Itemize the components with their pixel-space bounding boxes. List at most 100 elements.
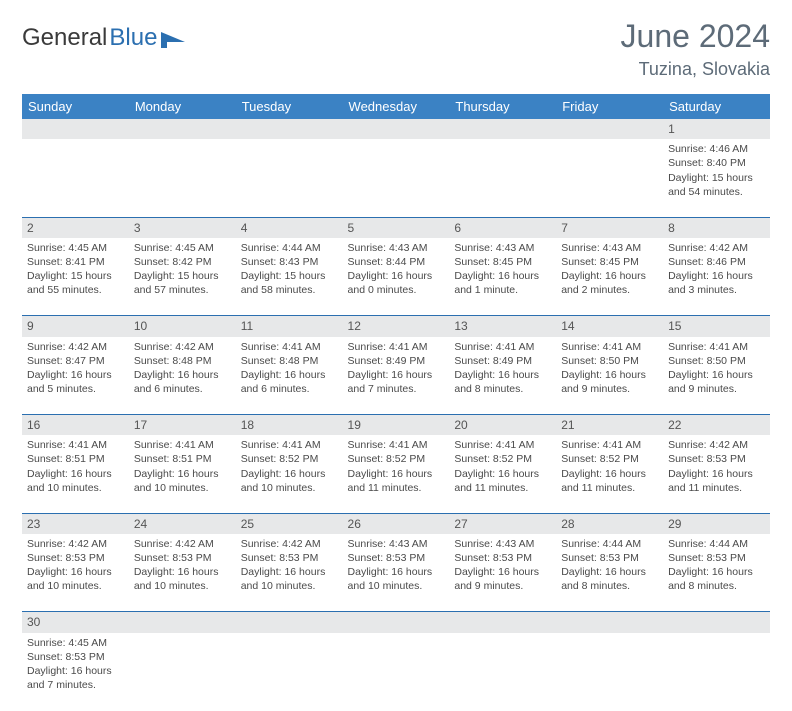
day-cell: Sunrise: 4:41 AMSunset: 8:51 PMDaylight:… xyxy=(22,435,129,513)
sunrise-text: Sunrise: 4:42 AM xyxy=(27,340,124,354)
col-thursday: Thursday xyxy=(449,94,556,119)
day-number-row: 2345678 xyxy=(22,217,770,238)
day-number: 6 xyxy=(449,217,556,238)
brand-word1: General xyxy=(22,24,107,52)
day-number xyxy=(556,119,663,139)
day1-text: Daylight: 16 hours xyxy=(561,368,658,382)
day1-text: Daylight: 15 hours xyxy=(27,269,124,283)
day1-text: Daylight: 16 hours xyxy=(454,368,551,382)
day-number: 20 xyxy=(449,415,556,436)
day-number: 12 xyxy=(343,316,450,337)
day2-text: and 6 minutes. xyxy=(134,382,231,396)
header: GeneralBlue June 2024 Tuzina, Slovakia xyxy=(22,18,770,80)
day1-text: Daylight: 16 hours xyxy=(27,368,124,382)
day-cell: Sunrise: 4:44 AMSunset: 8:53 PMDaylight:… xyxy=(556,534,663,612)
day-cell xyxy=(236,139,343,217)
day1-text: Daylight: 15 hours xyxy=(241,269,338,283)
sunset-text: Sunset: 8:45 PM xyxy=(561,255,658,269)
sunset-text: Sunset: 8:50 PM xyxy=(561,354,658,368)
sunrise-text: Sunrise: 4:42 AM xyxy=(27,537,124,551)
day-cell: Sunrise: 4:43 AMSunset: 8:53 PMDaylight:… xyxy=(449,534,556,612)
day1-text: Daylight: 16 hours xyxy=(561,467,658,481)
day-number xyxy=(129,612,236,633)
day-cell xyxy=(22,139,129,217)
sunset-text: Sunset: 8:47 PM xyxy=(27,354,124,368)
day-cell xyxy=(556,633,663,711)
day-cell: Sunrise: 4:43 AMSunset: 8:45 PMDaylight:… xyxy=(556,238,663,316)
brand-logo: GeneralBlue xyxy=(22,24,187,52)
day-cell: Sunrise: 4:43 AMSunset: 8:53 PMDaylight:… xyxy=(343,534,450,612)
day-cell xyxy=(129,633,236,711)
day-number: 2 xyxy=(22,217,129,238)
day-number: 28 xyxy=(556,513,663,534)
day2-text: and 10 minutes. xyxy=(134,481,231,495)
brand-word2: Blue xyxy=(109,24,157,52)
day-number: 26 xyxy=(343,513,450,534)
day-number xyxy=(663,612,770,633)
day1-text: Daylight: 16 hours xyxy=(348,368,445,382)
sunrise-text: Sunrise: 4:43 AM xyxy=(561,241,658,255)
col-monday: Monday xyxy=(129,94,236,119)
day-number: 18 xyxy=(236,415,343,436)
day-number-row: 16171819202122 xyxy=(22,415,770,436)
day-cell: Sunrise: 4:42 AMSunset: 8:53 PMDaylight:… xyxy=(663,435,770,513)
day-cell: Sunrise: 4:41 AMSunset: 8:49 PMDaylight:… xyxy=(449,337,556,415)
day-cell: Sunrise: 4:42 AMSunset: 8:46 PMDaylight:… xyxy=(663,238,770,316)
day2-text: and 1 minute. xyxy=(454,283,551,297)
day2-text: and 55 minutes. xyxy=(27,283,124,297)
sunset-text: Sunset: 8:51 PM xyxy=(134,452,231,466)
day-number xyxy=(236,119,343,139)
week-row: Sunrise: 4:42 AMSunset: 8:47 PMDaylight:… xyxy=(22,337,770,415)
day-number: 13 xyxy=(449,316,556,337)
sunset-text: Sunset: 8:53 PM xyxy=(348,551,445,565)
day1-text: Daylight: 16 hours xyxy=(241,467,338,481)
day-cell: Sunrise: 4:42 AMSunset: 8:47 PMDaylight:… xyxy=(22,337,129,415)
day2-text: and 10 minutes. xyxy=(348,579,445,593)
day-number: 25 xyxy=(236,513,343,534)
sunset-text: Sunset: 8:53 PM xyxy=(561,551,658,565)
day-cell: Sunrise: 4:43 AMSunset: 8:44 PMDaylight:… xyxy=(343,238,450,316)
day-cell: Sunrise: 4:43 AMSunset: 8:45 PMDaylight:… xyxy=(449,238,556,316)
flag-icon xyxy=(161,30,187,48)
sunrise-text: Sunrise: 4:45 AM xyxy=(27,241,124,255)
day1-text: Daylight: 16 hours xyxy=(348,565,445,579)
day-number xyxy=(449,119,556,139)
day1-text: Daylight: 16 hours xyxy=(668,565,765,579)
day-number: 22 xyxy=(663,415,770,436)
day-number: 1 xyxy=(663,119,770,139)
sunrise-text: Sunrise: 4:41 AM xyxy=(454,340,551,354)
day-cell: Sunrise: 4:41 AMSunset: 8:50 PMDaylight:… xyxy=(556,337,663,415)
day2-text: and 0 minutes. xyxy=(348,283,445,297)
day2-text: and 7 minutes. xyxy=(27,678,124,692)
week-row: Sunrise: 4:42 AMSunset: 8:53 PMDaylight:… xyxy=(22,534,770,612)
col-friday: Friday xyxy=(556,94,663,119)
sunrise-text: Sunrise: 4:41 AM xyxy=(348,340,445,354)
sunset-text: Sunset: 8:53 PM xyxy=(27,650,124,664)
day1-text: Daylight: 16 hours xyxy=(27,467,124,481)
sunset-text: Sunset: 8:52 PM xyxy=(241,452,338,466)
day2-text: and 58 minutes. xyxy=(241,283,338,297)
sunset-text: Sunset: 8:49 PM xyxy=(454,354,551,368)
day2-text: and 8 minutes. xyxy=(668,579,765,593)
day2-text: and 10 minutes. xyxy=(27,579,124,593)
sunrise-text: Sunrise: 4:45 AM xyxy=(27,636,124,650)
month-title: June 2024 xyxy=(621,18,770,55)
day-cell: Sunrise: 4:46 AMSunset: 8:40 PMDaylight:… xyxy=(663,139,770,217)
day-cell: Sunrise: 4:42 AMSunset: 8:53 PMDaylight:… xyxy=(129,534,236,612)
day-cell xyxy=(236,633,343,711)
day-number: 10 xyxy=(129,316,236,337)
day1-text: Daylight: 16 hours xyxy=(134,467,231,481)
sunrise-text: Sunrise: 4:45 AM xyxy=(134,241,231,255)
day-cell xyxy=(449,633,556,711)
location: Tuzina, Slovakia xyxy=(621,59,770,80)
sunrise-text: Sunrise: 4:41 AM xyxy=(241,438,338,452)
day-number xyxy=(129,119,236,139)
week-row: Sunrise: 4:46 AMSunset: 8:40 PMDaylight:… xyxy=(22,139,770,217)
sunset-text: Sunset: 8:43 PM xyxy=(241,255,338,269)
col-saturday: Saturday xyxy=(663,94,770,119)
week-row: Sunrise: 4:45 AMSunset: 8:41 PMDaylight:… xyxy=(22,238,770,316)
day2-text: and 9 minutes. xyxy=(454,579,551,593)
sunset-text: Sunset: 8:46 PM xyxy=(668,255,765,269)
day1-text: Daylight: 16 hours xyxy=(27,664,124,678)
day-cell: Sunrise: 4:41 AMSunset: 8:52 PMDaylight:… xyxy=(236,435,343,513)
